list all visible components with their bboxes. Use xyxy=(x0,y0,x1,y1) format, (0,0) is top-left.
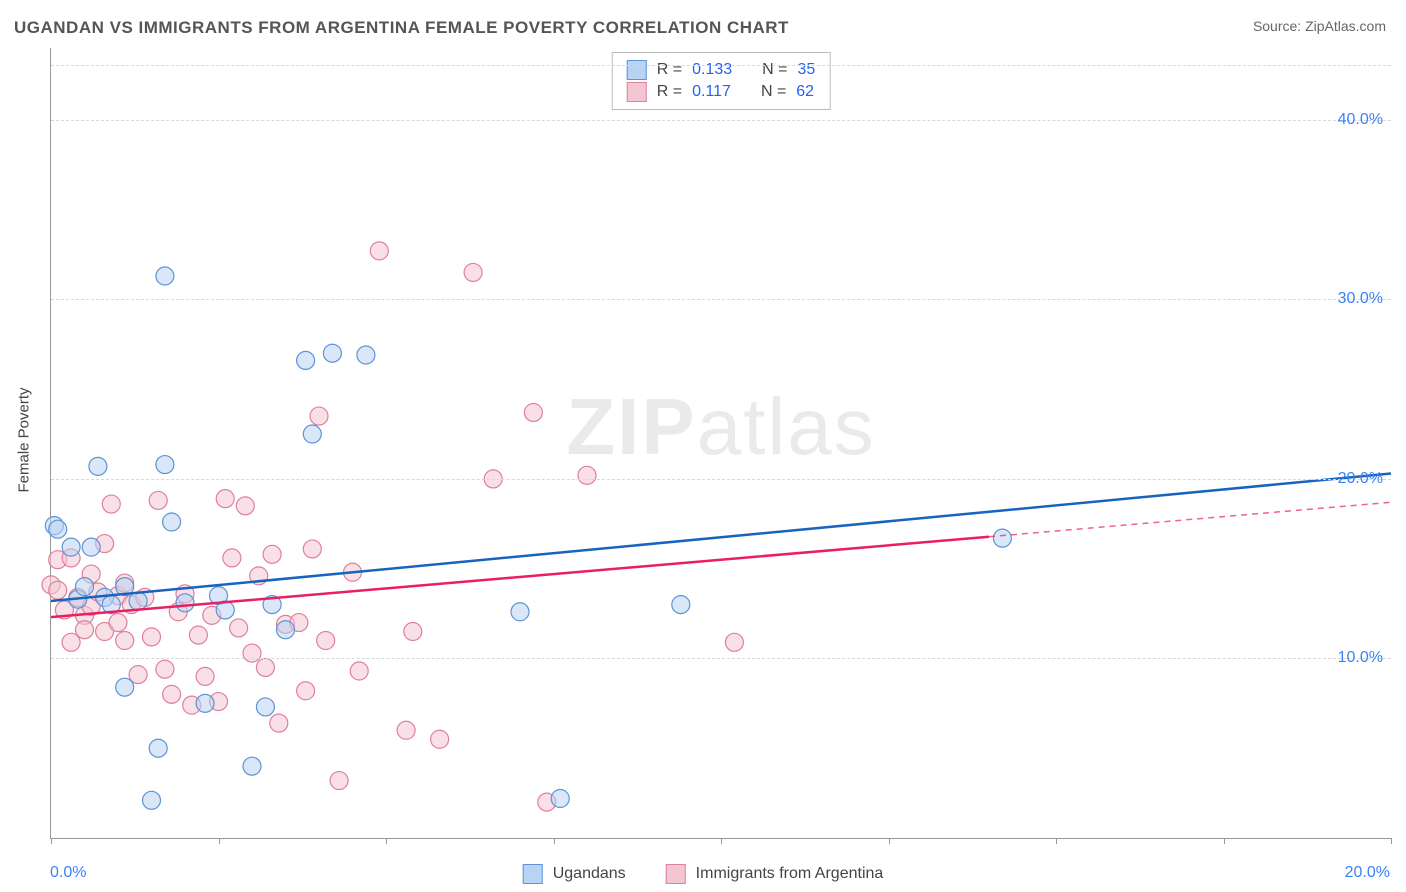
stats-row-1: R = 0.133 N = 35 xyxy=(627,59,816,81)
legend-item-1: Ugandans xyxy=(523,864,626,884)
grid-line-top xyxy=(51,65,1391,66)
legend-item-2: Immigrants from Argentina xyxy=(666,864,884,884)
r-label-1: R = xyxy=(657,59,682,81)
chart-container: UGANDAN VS IMMIGRANTS FROM ARGENTINA FEM… xyxy=(0,0,1406,892)
y-tick-label: 10.0% xyxy=(1338,649,1383,667)
n-label-1: N = xyxy=(762,59,787,81)
legend-label-2: Immigrants from Argentina xyxy=(696,865,884,883)
r-value-2: 0.117 xyxy=(692,81,731,103)
grid-line xyxy=(51,299,1391,300)
swatch-series-1 xyxy=(627,60,647,80)
x-tick xyxy=(51,838,52,844)
source-credit: Source: ZipAtlas.com xyxy=(1253,18,1386,34)
grid-line xyxy=(51,479,1391,480)
r-label-2: R = xyxy=(657,81,682,103)
x-tick-label: 0.0% xyxy=(50,864,86,882)
y-axis-label: Female Poverty xyxy=(16,387,33,492)
stats-legend: R = 0.133 N = 35 R = 0.117 N = 62 xyxy=(612,52,831,110)
n-value-1: 35 xyxy=(797,59,815,81)
y-tick-label: 40.0% xyxy=(1338,111,1383,129)
x-tick xyxy=(721,838,722,844)
grid-line xyxy=(51,120,1391,121)
plot-area: ZIPatlas R = 0.133 N = 35 R = 0.117 N = … xyxy=(50,48,1391,839)
x-tick xyxy=(1056,838,1057,844)
x-tick xyxy=(219,838,220,844)
x-tick xyxy=(386,838,387,844)
legend-label-1: Ugandans xyxy=(553,865,626,883)
x-tick xyxy=(889,838,890,844)
swatch-series-2 xyxy=(627,82,647,102)
n-label-2: N = xyxy=(761,81,786,103)
grid-line xyxy=(51,658,1391,659)
x-tick-label: 20.0% xyxy=(1345,864,1390,882)
n-value-2: 62 xyxy=(796,81,814,103)
r-value-1: 0.133 xyxy=(692,59,732,81)
y-tick-label: 20.0% xyxy=(1338,470,1383,488)
chart-title: UGANDAN VS IMMIGRANTS FROM ARGENTINA FEM… xyxy=(14,18,789,38)
x-tick xyxy=(1224,838,1225,844)
bottom-legend: Ugandans Immigrants from Argentina xyxy=(523,864,884,884)
y-tick-label: 30.0% xyxy=(1338,290,1383,308)
x-tick xyxy=(1391,838,1392,844)
chart-svg xyxy=(51,48,1391,838)
legend-swatch-1 xyxy=(523,864,543,884)
x-tick xyxy=(554,838,555,844)
legend-swatch-2 xyxy=(666,864,686,884)
stats-row-2: R = 0.117 N = 62 xyxy=(627,81,816,103)
